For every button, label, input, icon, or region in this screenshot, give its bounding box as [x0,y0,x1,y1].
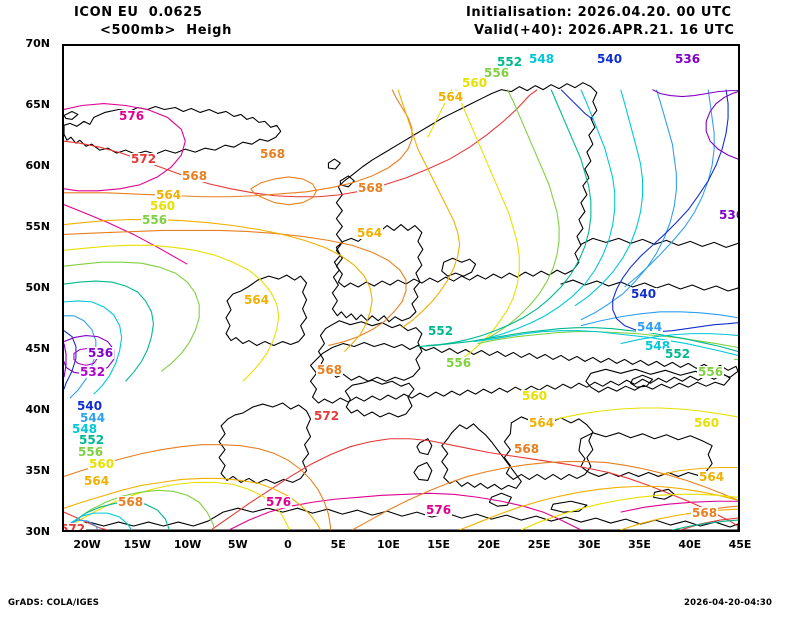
y-axis-label: 65N [25,98,50,111]
contour-line-layer [64,89,738,530]
y-axis-label: 55N [25,220,50,233]
contour-value-label: 568 [357,181,385,195]
level-title: <500mb> Heigh [100,23,232,38]
y-axis-tick [62,411,64,413]
contour-value-label: 576 [425,503,453,517]
contour-value-label: 568 [691,506,719,520]
x-axis-label: 45E [728,538,752,551]
contour-value-label: 536 [87,346,115,360]
contour-value-label: 564 [83,474,111,488]
model-title: ICON EU 0.0625 [74,5,203,20]
x-axis-label: 10W [173,538,202,551]
contour-value-label: 540 [630,287,658,301]
y-axis-tick [62,472,64,474]
contour-value-label: 552 [78,433,106,447]
contour-value-label: 576 [265,495,293,509]
y-axis-label: 35N [25,464,50,477]
contour-value-label: 572 [64,523,87,530]
y-axis-label: 45N [25,342,50,355]
contour-value-label: 560 [149,199,177,213]
y-axis-tick [62,45,64,47]
x-axis-label: 20E [477,538,501,551]
contour-value-label: 556 [697,365,725,379]
x-axis-label: 35E [628,538,651,551]
contour-value-label: 552 [496,55,524,69]
y-axis-label: 30N [25,525,50,538]
x-axis-label: 15W [123,538,152,551]
contour-value-label: 564 [698,470,726,484]
y-axis-tick [62,228,64,230]
contour-value-label: 536 [674,52,702,66]
x-axis-label: 15E [427,538,451,551]
contour-value-label: 572 [313,409,341,423]
contour-value-label: 544 [636,320,664,334]
contour-value-label: 532 [79,365,107,379]
contour-value-label: 560 [88,457,116,471]
valid-time: Valid(+40): 2026.APR.21. 16 UTC [474,23,735,38]
contour-value-label: 568 [259,147,287,161]
contour-value-label: 560 [693,416,721,430]
contour-value-label: 544 [79,411,107,425]
y-axis-tick [62,289,64,291]
contour-value-label: 556 [445,356,473,370]
x-axis-label: 40E [678,538,702,551]
contour-value-label: 568 [316,363,344,377]
contour-value-label: 556 [77,445,105,459]
render-timestamp: 2026-04-20-04:30 [684,598,773,608]
contour-value-label: 560 [461,76,489,90]
x-axis-label: 20W [73,538,101,551]
y-axis-label: 50N [25,281,50,294]
initialisation-time: Initialisation: 2026.04.20. 00 UTC [466,5,732,20]
contour-value-label: 564 [356,226,384,240]
contour-value-label: 548 [71,422,99,436]
contour-value-label: 568 [117,495,145,509]
contour-value-label: 548 [528,52,556,66]
contour-value-label: 536 [718,209,738,221]
contour-value-label: 564 [155,188,183,202]
contour-value-label: 564 [243,293,271,307]
y-axis-label: 60N [25,159,50,172]
x-axis-label: 30E [577,538,601,551]
coastline-layer [64,82,738,530]
y-axis-tick [62,167,64,169]
contour-value-label: 564 [437,90,465,104]
contour-value-label: 540 [596,52,624,66]
y-axis-tick [62,350,64,352]
contour-value-label: 572 [130,152,158,166]
y-axis-tick [62,106,64,108]
x-axis-label: 0 [284,538,292,551]
contour-value-label: 556 [141,213,169,227]
contour-value-label: 568 [513,442,541,456]
contour-value-label: 552 [427,324,455,338]
x-axis-label: 5W [227,538,248,551]
y-axis-label: 40N [25,403,50,416]
contour-value-label: 540 [76,399,104,413]
x-axis-label: 5E [330,538,346,551]
y-axis-label: 70N [25,37,50,50]
contour-value-label: 568 [181,169,209,183]
contour-value-label: 560 [521,389,549,403]
x-axis-label: 10E [377,538,400,551]
contour-value-label: 576 [118,109,146,123]
contour-value-label: 564 [528,416,556,430]
contour-plot-area: 576 572 568 568 564 560 556 568 564 564 536 532 540 5… [62,44,740,532]
contour-value-label: 552 [664,347,692,361]
contour-value-label: 556 [483,66,511,80]
grads-credit: GrADS: COLA/IGES [8,598,100,608]
x-axis-label: 25E [527,538,551,551]
